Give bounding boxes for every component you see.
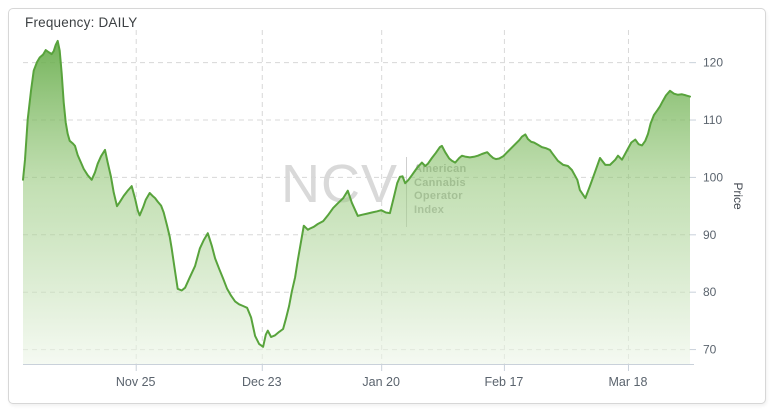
x-tick-label: Dec 23	[242, 375, 282, 389]
y-tick-label: 80	[703, 285, 717, 299]
index-series	[22, 39, 691, 365]
y-axis-title: Price	[731, 182, 745, 210]
y-tick-label: 110	[703, 113, 722, 127]
x-tick-label: Mar 18	[609, 375, 648, 389]
x-tick-label: Nov 25	[116, 375, 156, 389]
y-tick-label: 90	[703, 228, 717, 242]
axes	[23, 62, 696, 371]
y-tick-labels: 70 80 90 100 110 120	[703, 56, 723, 357]
x-tick-labels: Nov 25 Dec 23 Jan 20 Feb 17 Mar 18	[116, 375, 648, 389]
price-line	[22, 39, 691, 348]
x-tick-label: Jan 20	[362, 375, 400, 389]
frequency-label: Frequency: DAILY	[25, 15, 138, 30]
y-tick-label: 120	[703, 56, 723, 70]
y-tick-label: 100	[703, 170, 723, 184]
area-fill	[23, 40, 690, 365]
x-tick-label: Feb 17	[484, 375, 523, 389]
y-tick-label: 70	[703, 343, 717, 357]
